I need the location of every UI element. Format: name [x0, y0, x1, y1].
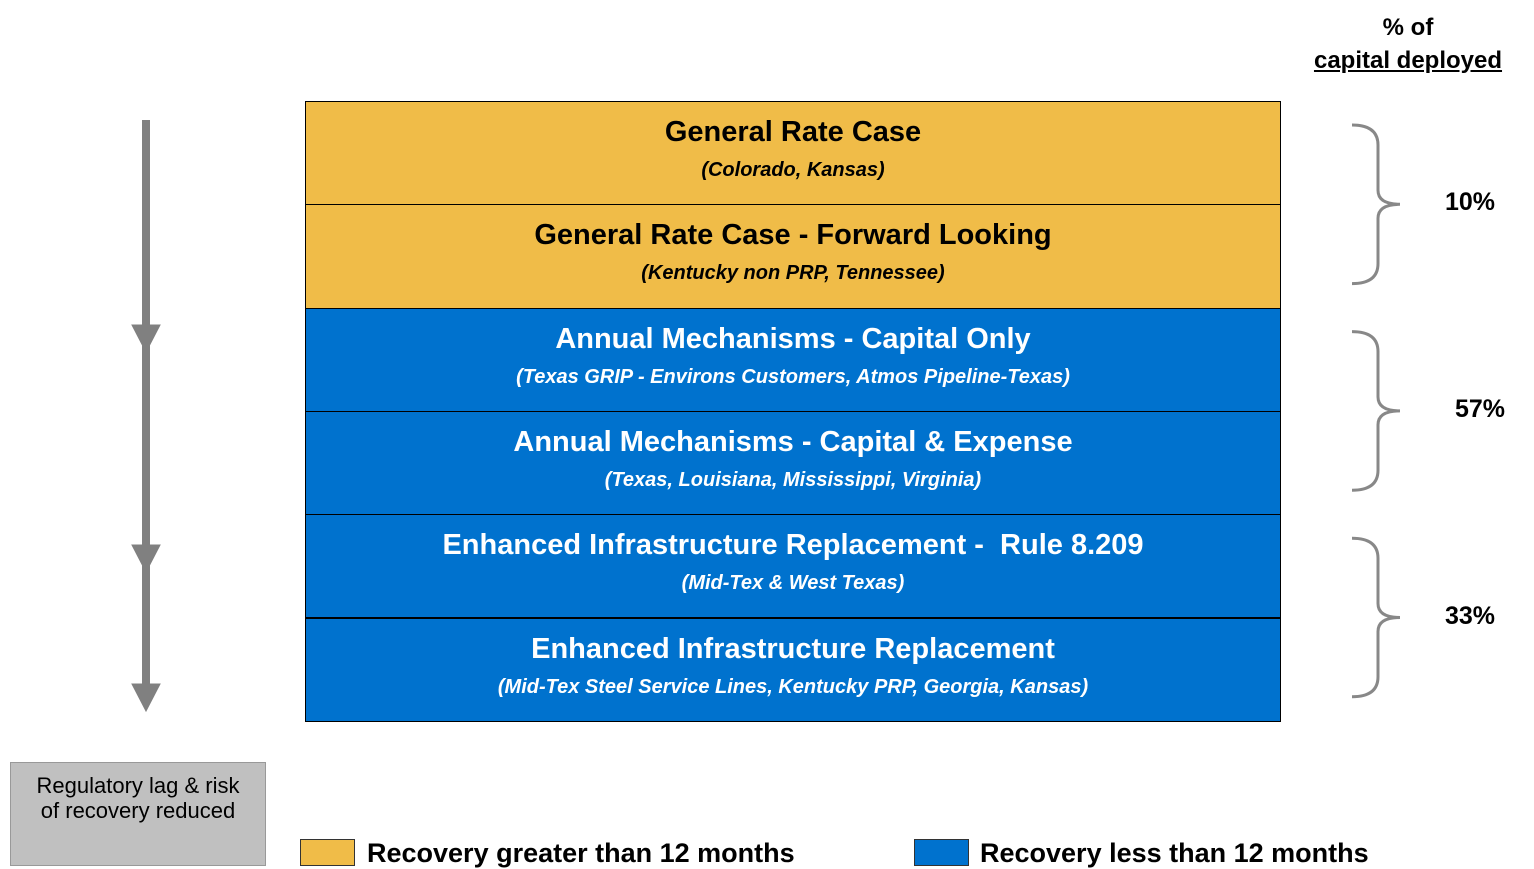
- braces: [1351, 123, 1401, 699]
- tier-title: Annual Mechanisms - Capital Only: [555, 322, 1031, 355]
- tier-subtitle: (Mid-Tex Steel Service Lines, Kentucky P…: [497, 675, 1089, 698]
- brace: [1351, 123, 1401, 286]
- tier-title: Enhanced Infrastructure Replacement: [531, 632, 1055, 665]
- legend-swatch: [300, 839, 355, 866]
- brace: [1351, 536, 1401, 699]
- group-percent: 33%: [1444, 601, 1496, 630]
- legend-swatch: [914, 839, 969, 866]
- tier-box: General Rate Case (Colorado, Kansas): [305, 101, 1281, 206]
- down-arrow: [131, 120, 161, 713]
- tier-box: General Rate Case - Forward Looking (Kent…: [305, 204, 1281, 309]
- tier-subtitle: (Mid-Tex & West Texas): [681, 572, 905, 595]
- tier-title: General Rate Case: [664, 116, 922, 148]
- tier-box: Annual Mechanisms - Capital & Expense (Te…: [305, 410, 1281, 516]
- tier-box: Annual Mechanisms - Capital Only (Texas G…: [305, 307, 1281, 412]
- legend-label: Recovery greater than 12 months: [367, 838, 795, 868]
- tier-box: Enhanced Infrastructure Replacement - Ru…: [305, 514, 1281, 619]
- tier-title: General Rate Case - Forward Looking: [534, 219, 1052, 252]
- brace: [1351, 330, 1401, 492]
- side-note: Regulatory lag & risk of recovery reduce…: [10, 762, 266, 866]
- tier-title: Enhanced Infrastructure Replacement - Ru…: [442, 529, 1144, 562]
- tier-title: Annual Mechanisms - Capital & Expense: [513, 425, 1073, 458]
- tier-box: Enhanced Infrastructure Replacement (Mid-…: [305, 617, 1281, 722]
- header-line1: % of: [1382, 14, 1434, 41]
- group-percent: 10%: [1444, 188, 1496, 217]
- tier-subtitle: (Colorado, Kansas): [701, 159, 885, 181]
- tier-subtitle: (Texas, Louisiana, Mississippi, Virginia…: [604, 468, 982, 491]
- legend-label: Recovery less than 12 months: [980, 838, 1369, 868]
- header-line2: capital deployed: [1313, 47, 1503, 74]
- tier-subtitle: (Texas GRIP - Environs Customers, Atmos …: [516, 365, 1070, 388]
- group-percent: 57%: [1454, 394, 1506, 423]
- tier-subtitle: (Kentucky non PRP, Tennessee): [641, 262, 945, 285]
